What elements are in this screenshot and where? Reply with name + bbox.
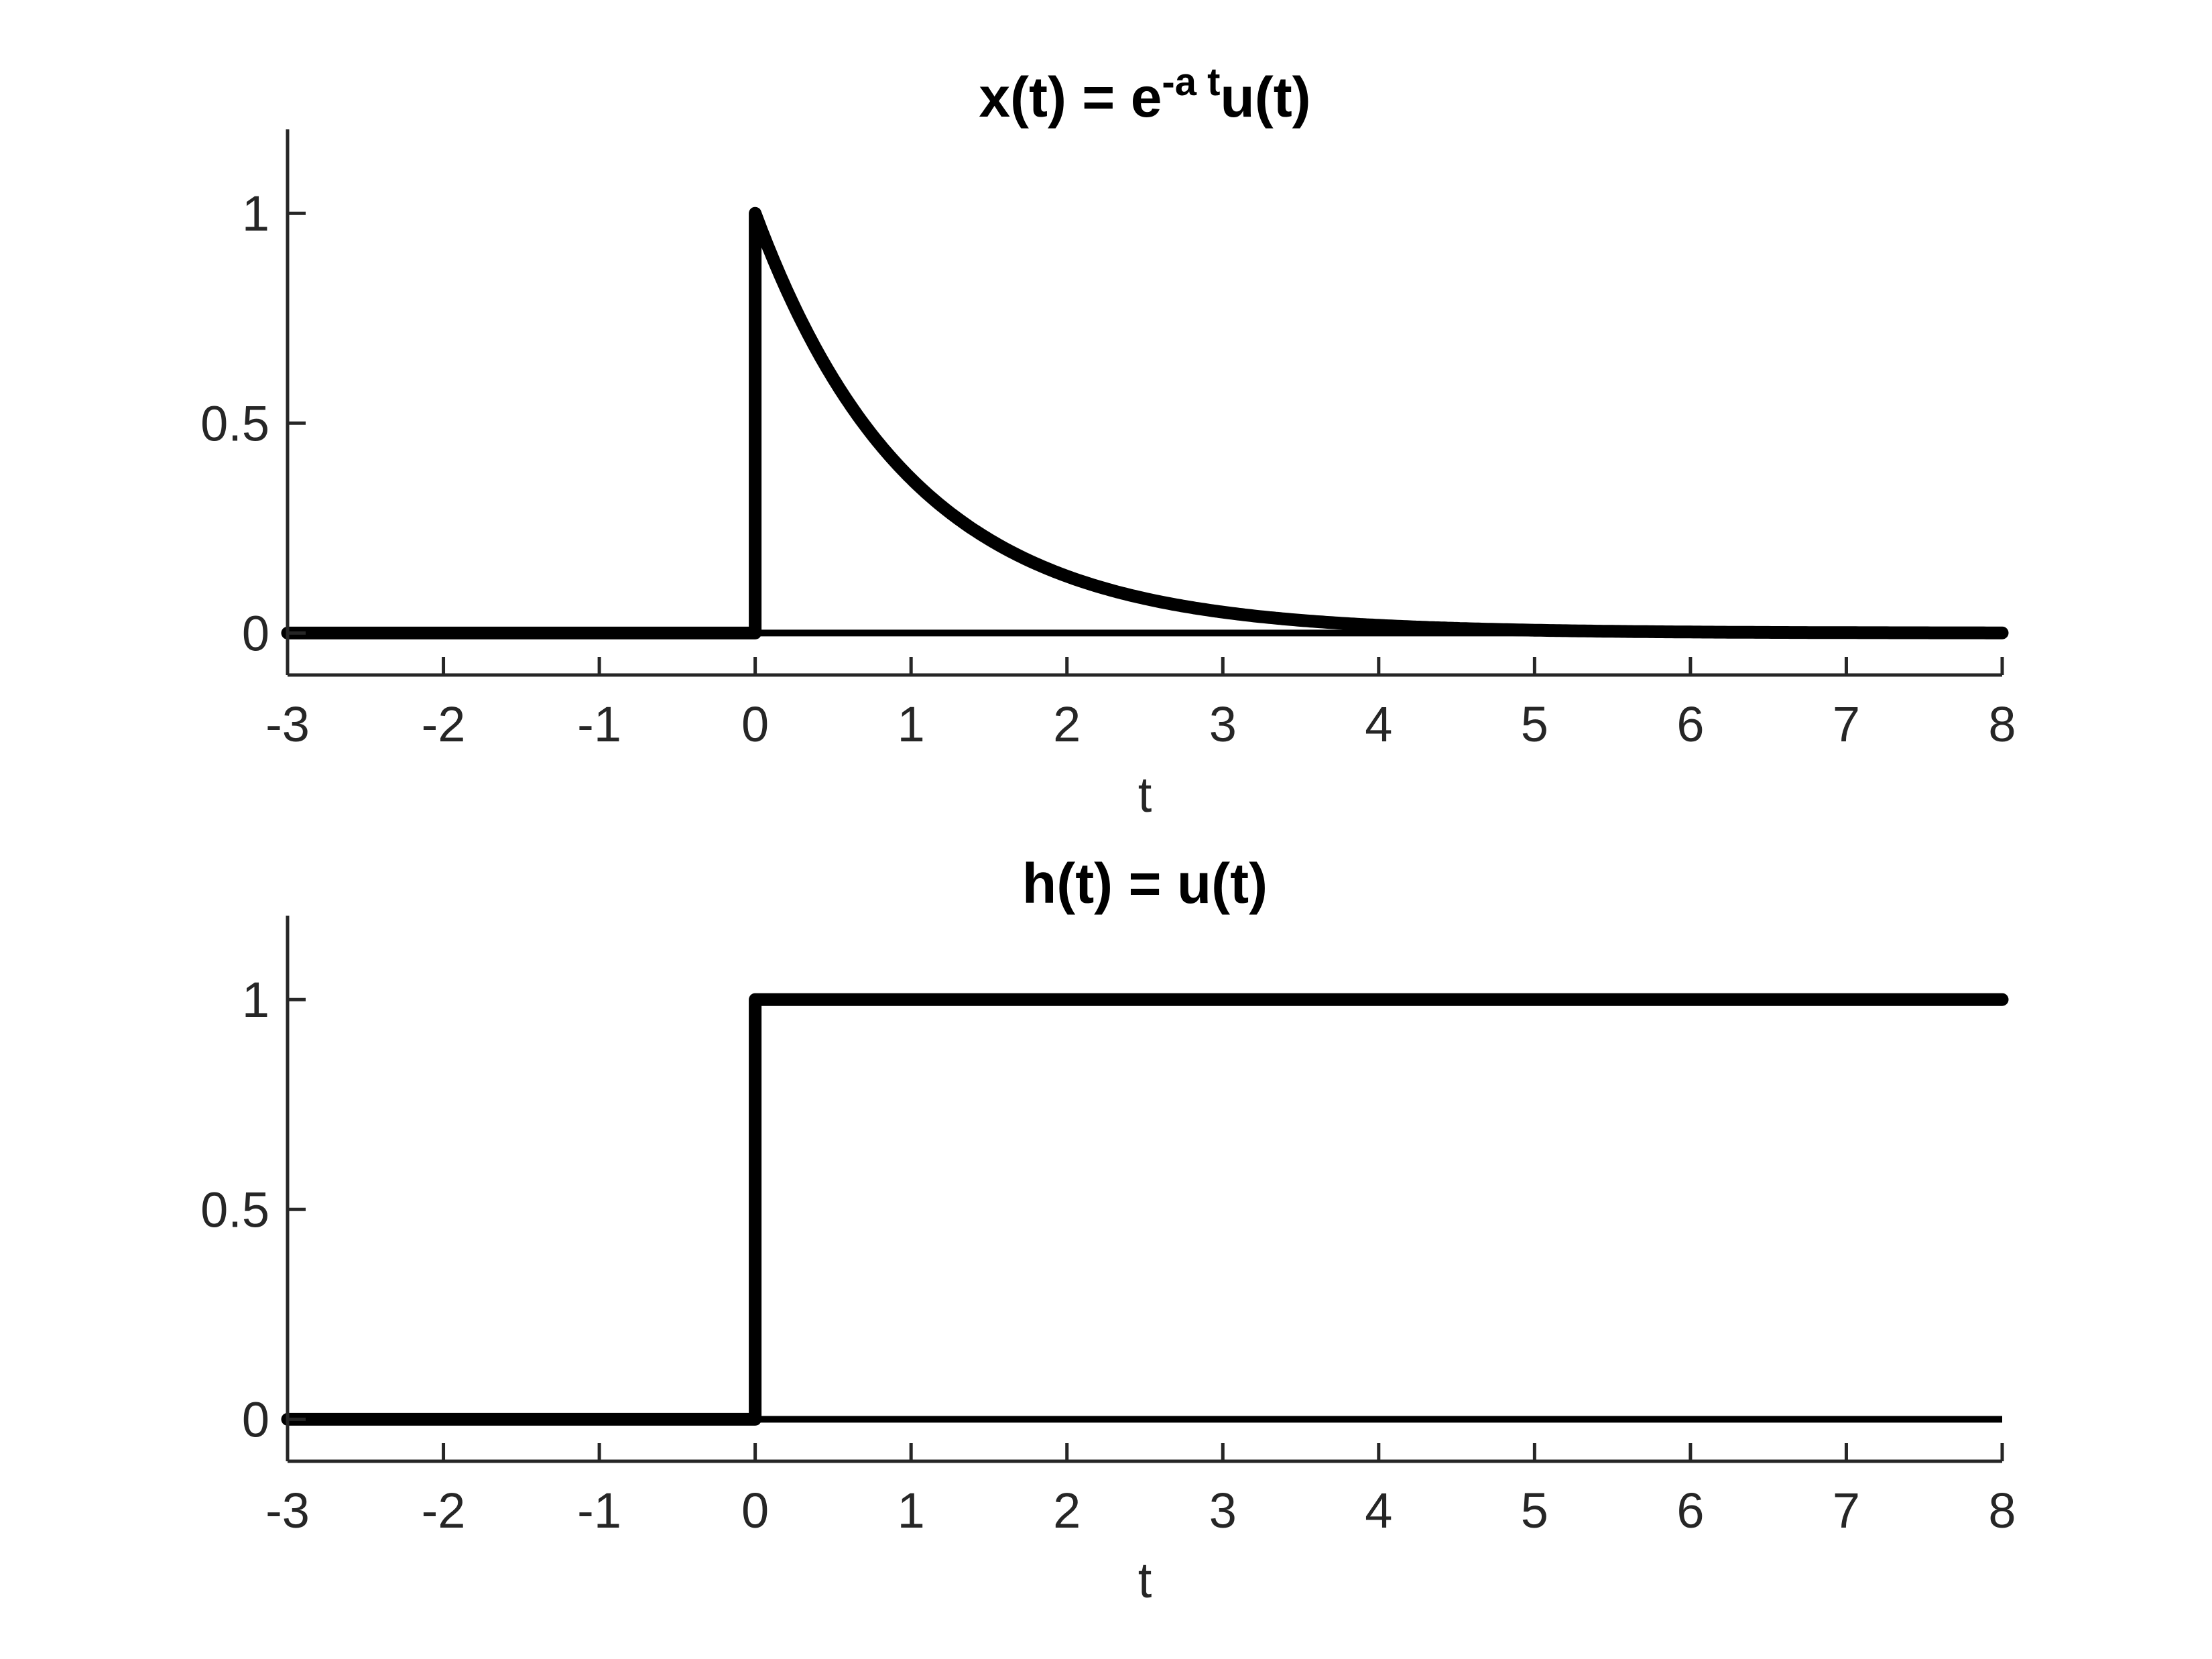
x-tick-label: 5 <box>1521 1483 1548 1538</box>
x-tick-label: 8 <box>1988 696 2016 752</box>
x-tick-label: -3 <box>265 1483 310 1538</box>
series-h-t--line <box>281 993 2009 1426</box>
y-tick-label: 1 <box>242 972 269 1028</box>
subplot-title-top: x(t) = e-a tu(t) <box>979 60 1310 129</box>
subplot-top: x(t) = e-a tu(t) 00.51 -3 -2 -1 0 1 2 3 4 5 6 7 8 t <box>200 60 2016 822</box>
x-tick-label: 8 <box>1988 1483 2016 1538</box>
y-tick-label: 0 <box>242 605 269 661</box>
x-tick-label: -1 <box>577 1483 621 1538</box>
y-tick-label: 0.5 <box>200 1182 269 1237</box>
x-tick-label: 6 <box>1676 1483 1704 1538</box>
x-tick-label: 5 <box>1521 696 1548 752</box>
x-tick-label: 1 <box>898 1483 925 1538</box>
y-tick-label: 1 <box>242 186 269 241</box>
x-tick-label: 7 <box>1833 1483 1860 1538</box>
y-axis-bottom: 00.51 <box>200 916 306 1461</box>
x-tick-label: 4 <box>1365 696 1392 752</box>
x-axis-label-bottom: t <box>1138 1552 1152 1608</box>
x-tick-label: 0 <box>741 696 769 752</box>
plot-lines-bottom <box>281 993 2009 1426</box>
y-axis-top: 00.51 <box>200 129 306 675</box>
x-axis-label-top: t <box>1138 767 1152 822</box>
y-tick-label: 0.5 <box>200 395 269 451</box>
x-tick-label: 7 <box>1833 696 1860 752</box>
x-tick-label: 0 <box>741 1483 769 1538</box>
x-tick-label: -1 <box>577 696 621 752</box>
x-tick-label: 3 <box>1209 1483 1237 1538</box>
x-tick-label: 2 <box>1053 1483 1081 1538</box>
series-x-t--line <box>281 206 2009 639</box>
y-tick-label: 0 <box>242 1392 269 1447</box>
x-axis-top: -3 -2 -1 0 1 2 3 4 5 6 7 8 <box>265 657 2016 752</box>
x-tick-label: 4 <box>1365 1483 1392 1538</box>
x-tick-label: 6 <box>1676 696 1704 752</box>
x-axis-bottom: -3 -2 -1 0 1 2 3 4 5 6 7 8 <box>265 1443 2016 1538</box>
x-tick-label: 1 <box>898 696 925 752</box>
plot-lines-top <box>281 206 2009 639</box>
x-tick-label: 2 <box>1053 696 1081 752</box>
subplot-bottom: h(t) = u(t) 00.51 -3 -2 -1 0 1 2 3 4 5 6 7 8 t <box>200 852 2016 1608</box>
subplot-title-bottom: h(t) = u(t) <box>1022 852 1268 915</box>
x-tick-label: -2 <box>422 1483 466 1538</box>
x-tick-label: -3 <box>265 696 310 752</box>
x-tick-label: 3 <box>1209 696 1237 752</box>
x-tick-label: -2 <box>422 696 466 752</box>
